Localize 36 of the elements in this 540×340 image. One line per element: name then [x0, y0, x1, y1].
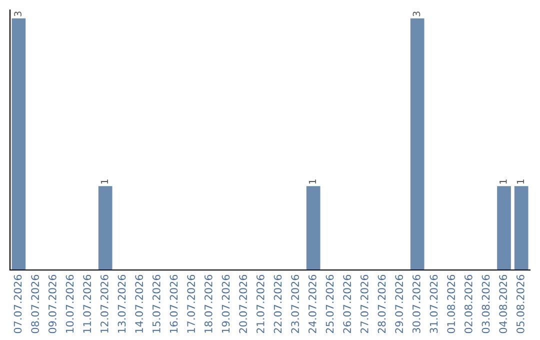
x-tick-label: 15.07.2026 — [152, 274, 160, 333]
x-tick-label: 17.07.2026 — [187, 274, 196, 333]
x-tick-label: 25.07.2026 — [326, 274, 334, 334]
x-tick-label: 13.07.2026 — [118, 274, 126, 333]
x-tick-label: 29.07.2026 — [395, 274, 404, 334]
data-label: 3 — [412, 12, 420, 16]
x-tick-label: 19.07.2026 — [222, 274, 230, 333]
x-tick-label: 14.07.2026 — [135, 274, 144, 333]
data-label: 1 — [308, 179, 316, 184]
x-tick-label: 21.07.2026 — [256, 274, 264, 334]
x-tick-label: 24.07.2026 — [308, 274, 316, 334]
x-tick-label: 07.07.2026 — [14, 274, 22, 334]
x-tick-label: 20.07.2026 — [239, 274, 248, 334]
x-tick-label: 12.07.2026 — [100, 274, 108, 333]
x-tick-label: 02.08.2026 — [464, 274, 472, 334]
x-tick-label: 28.07.2026 — [378, 274, 386, 334]
x-tick-label: 30.07.2026 — [412, 274, 420, 334]
x-tick-label: 09.07.2026 — [48, 274, 56, 334]
x-tick-label: 03.08.2026 — [482, 274, 490, 334]
x-tick-label: 08.07.2026 — [31, 274, 40, 334]
x-tick-label: 27.07.2026 — [360, 274, 368, 334]
data-label: 3 — [14, 12, 22, 16]
x-tick-label: 10.07.2026 — [66, 274, 74, 333]
x-tick-label: 26.07.2026 — [343, 274, 352, 334]
x-tick-label: 31.07.2026 — [430, 274, 438, 334]
x-tick-label: 23.07.2026 — [291, 274, 300, 334]
x-tick-label: 04.08.2026 — [499, 274, 508, 334]
x-tick-label: 22.07.2026 — [274, 274, 282, 334]
data-label: 1 — [100, 179, 108, 184]
x-tick-label: 18.07.2026 — [204, 274, 212, 333]
x-tick-label: 16.07.2026 — [170, 274, 178, 333]
data-label: 1 — [500, 179, 507, 184]
x-tick-label: 05.08.2026 — [516, 274, 524, 334]
x-tick-label: 01.08.2026 — [447, 274, 456, 334]
x-tick-label: 11.07.2026 — [83, 274, 92, 333]
data-label: 1 — [516, 179, 524, 184]
